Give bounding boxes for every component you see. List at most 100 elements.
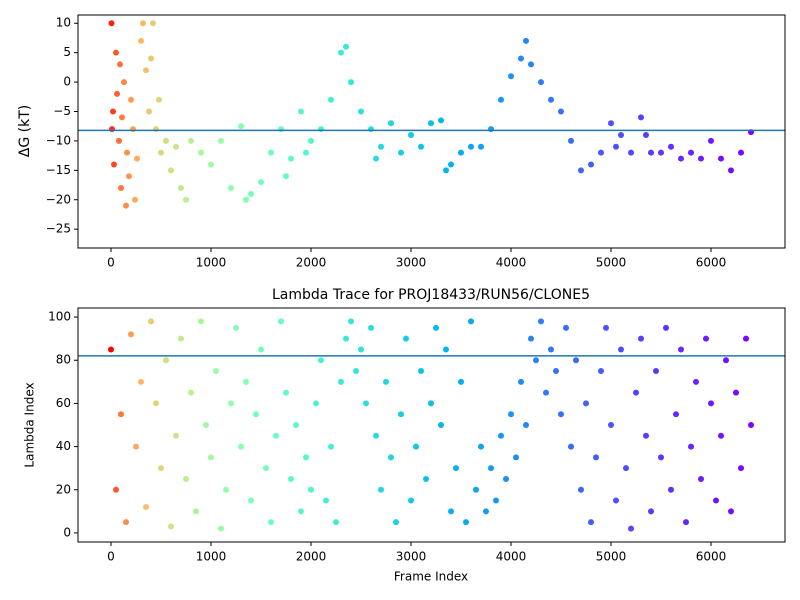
data-point — [698, 155, 704, 162]
data-point — [618, 132, 624, 139]
data-point — [124, 149, 130, 156]
data-point — [738, 465, 744, 472]
data-point — [678, 346, 684, 353]
data-point — [138, 378, 144, 385]
data-point — [658, 149, 664, 156]
data-point — [493, 497, 499, 504]
data-point — [178, 184, 184, 191]
data-point — [233, 324, 239, 331]
data-point — [298, 108, 304, 115]
data-point — [368, 126, 374, 133]
data-point — [218, 137, 224, 144]
data-point — [438, 422, 444, 428]
data-point — [238, 123, 244, 130]
data-point — [593, 454, 599, 461]
data-point — [653, 368, 659, 375]
data-point — [488, 465, 494, 472]
data-point — [638, 335, 644, 342]
data-point — [478, 443, 484, 450]
data-point — [588, 161, 594, 168]
data-point — [578, 167, 584, 174]
y-tick-label: 0 — [63, 525, 71, 539]
data-point — [398, 411, 404, 418]
data-point — [134, 155, 140, 162]
data-point — [708, 137, 714, 144]
data-point — [508, 411, 514, 418]
x-tick-label: 1000 — [196, 550, 227, 564]
data-point — [643, 132, 649, 139]
data-point — [693, 378, 699, 385]
data-point — [538, 79, 544, 86]
data-point — [283, 389, 289, 396]
data-point — [643, 432, 649, 439]
data-point — [508, 73, 514, 80]
data-point — [313, 400, 319, 407]
data-point — [568, 443, 574, 450]
data-point — [143, 67, 149, 74]
data-point — [288, 155, 294, 162]
data-point — [117, 61, 123, 68]
data-point — [288, 475, 294, 482]
data-point — [263, 465, 269, 472]
data-point — [328, 443, 334, 450]
data-point — [343, 43, 349, 50]
data-point — [123, 202, 129, 209]
x-tick-label: 4000 — [496, 550, 527, 564]
data-point — [513, 454, 519, 461]
data-point — [733, 389, 739, 396]
data-point — [158, 149, 164, 156]
data-point — [108, 20, 115, 27]
data-point — [218, 525, 224, 532]
data-point — [228, 184, 234, 191]
data-point — [333, 519, 339, 526]
data-point — [578, 486, 584, 493]
y-tick-label: 80 — [56, 353, 71, 367]
data-point — [298, 508, 304, 515]
data-point — [293, 422, 299, 428]
y-tick-label: 10 — [56, 16, 71, 30]
data-point — [603, 324, 609, 331]
data-point — [528, 61, 534, 68]
data-point — [183, 475, 189, 482]
data-point — [738, 149, 744, 156]
data-point — [203, 422, 209, 428]
axes-frame — [77, 307, 786, 543]
data-point — [598, 149, 604, 156]
data-point — [258, 179, 264, 186]
data-point — [118, 184, 124, 191]
x-axis-label: Frame Index — [394, 570, 468, 584]
data-point — [243, 196, 249, 203]
data-point — [453, 465, 459, 472]
data-point — [173, 143, 179, 150]
data-point — [308, 137, 314, 144]
data-point — [188, 389, 194, 396]
data-point — [168, 523, 174, 530]
data-point — [658, 454, 664, 461]
data-point — [278, 318, 284, 325]
data-point — [268, 149, 274, 156]
y-axis-label: ΔG (kT) — [17, 105, 33, 157]
data-point — [528, 335, 534, 342]
data-point — [543, 389, 549, 396]
data-point — [378, 143, 384, 150]
data-point — [438, 117, 444, 124]
data-point — [119, 114, 125, 121]
x-tick-label: 0 — [107, 550, 115, 564]
data-point — [743, 335, 749, 342]
data-point — [668, 486, 674, 493]
data-point — [613, 143, 619, 150]
data-point — [323, 497, 329, 504]
data-point — [111, 161, 117, 168]
data-point — [678, 155, 684, 162]
data-point — [713, 497, 719, 504]
data-point — [338, 49, 344, 56]
data-point — [109, 126, 115, 133]
data-point — [108, 346, 114, 353]
data-point — [718, 432, 724, 439]
data-point — [208, 161, 214, 168]
data-point — [378, 486, 384, 493]
y-tick-label: −10 — [46, 133, 71, 147]
data-point — [188, 137, 194, 144]
data-point — [568, 137, 574, 144]
